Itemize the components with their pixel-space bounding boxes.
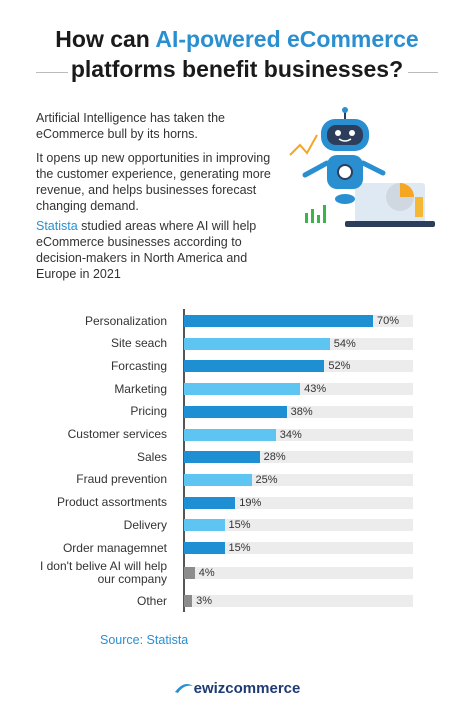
bar xyxy=(184,451,260,464)
value-label: 15% xyxy=(228,542,251,554)
category-label: Product assortments xyxy=(56,495,167,510)
bar xyxy=(184,473,252,486)
title-rule xyxy=(36,72,68,73)
category-label: Personalization xyxy=(84,313,167,328)
category-label: Other xyxy=(136,593,167,608)
category-label: Sales xyxy=(136,449,167,464)
bar xyxy=(184,315,373,327)
bar xyxy=(184,595,193,608)
category-label: Fraud prevention xyxy=(76,472,167,487)
bar xyxy=(184,566,195,579)
bar-track xyxy=(184,595,413,608)
title-highlight: AI-powered eCommerce xyxy=(155,26,419,52)
bar xyxy=(184,428,276,441)
paragraph: Artificial Intelligence has taken the eC… xyxy=(36,111,225,141)
bar-track xyxy=(184,519,413,532)
source: Source: Statista xyxy=(100,633,189,647)
brand-logo: ewizcommerce xyxy=(0,680,474,697)
category-label: Site seach xyxy=(110,336,167,351)
value-label: 25% xyxy=(255,473,278,486)
value-label: 28% xyxy=(263,451,286,464)
category-label: Marketing xyxy=(114,381,167,396)
robot-illustration xyxy=(289,107,435,227)
bar xyxy=(184,383,301,396)
value-label: 70% xyxy=(377,315,400,327)
value-label: 19% xyxy=(239,496,262,509)
value-label: 43% xyxy=(304,383,327,396)
brand-name: ewizcommerce xyxy=(193,680,301,697)
category-label: Order managemnet xyxy=(62,540,167,555)
bar xyxy=(184,519,225,532)
title: How can AI-powered eCommerce platforms be… xyxy=(0,24,474,84)
bar xyxy=(184,337,330,350)
bar xyxy=(184,542,225,554)
category-label: Delivery xyxy=(123,517,167,532)
category-label: Forcasting xyxy=(110,358,167,373)
title-text: How can xyxy=(55,26,156,52)
category-label: Customer services xyxy=(67,427,167,441)
logo-icon xyxy=(174,684,193,693)
value-label: 38% xyxy=(290,405,313,418)
bar-track xyxy=(184,496,413,509)
value-label: 15% xyxy=(228,519,251,532)
value-label: 52% xyxy=(328,360,351,373)
title-text: platforms benefit businesses? xyxy=(70,56,404,82)
paragraph: Statista studied areas where AI will hel… xyxy=(36,218,286,282)
value-label: 34% xyxy=(279,428,302,441)
paragraph-text: studied areas where AI will help eCommer… xyxy=(36,219,257,281)
value-label: 54% xyxy=(333,337,356,350)
value-label: 4% xyxy=(198,566,215,579)
category-label: Pricing xyxy=(130,404,167,419)
bar-track xyxy=(184,542,413,554)
bar xyxy=(184,496,236,509)
bar xyxy=(184,405,287,418)
bar-track xyxy=(184,566,413,579)
axis-line xyxy=(183,309,185,612)
bar xyxy=(184,360,325,373)
category-label: I don't belive AI will help our company xyxy=(39,558,167,586)
value-label: 3% xyxy=(196,595,212,608)
paragraph: It opens up new opportunities in improvi… xyxy=(36,151,271,213)
title-rule xyxy=(408,72,438,73)
link[interactable]: Statista xyxy=(36,219,78,233)
